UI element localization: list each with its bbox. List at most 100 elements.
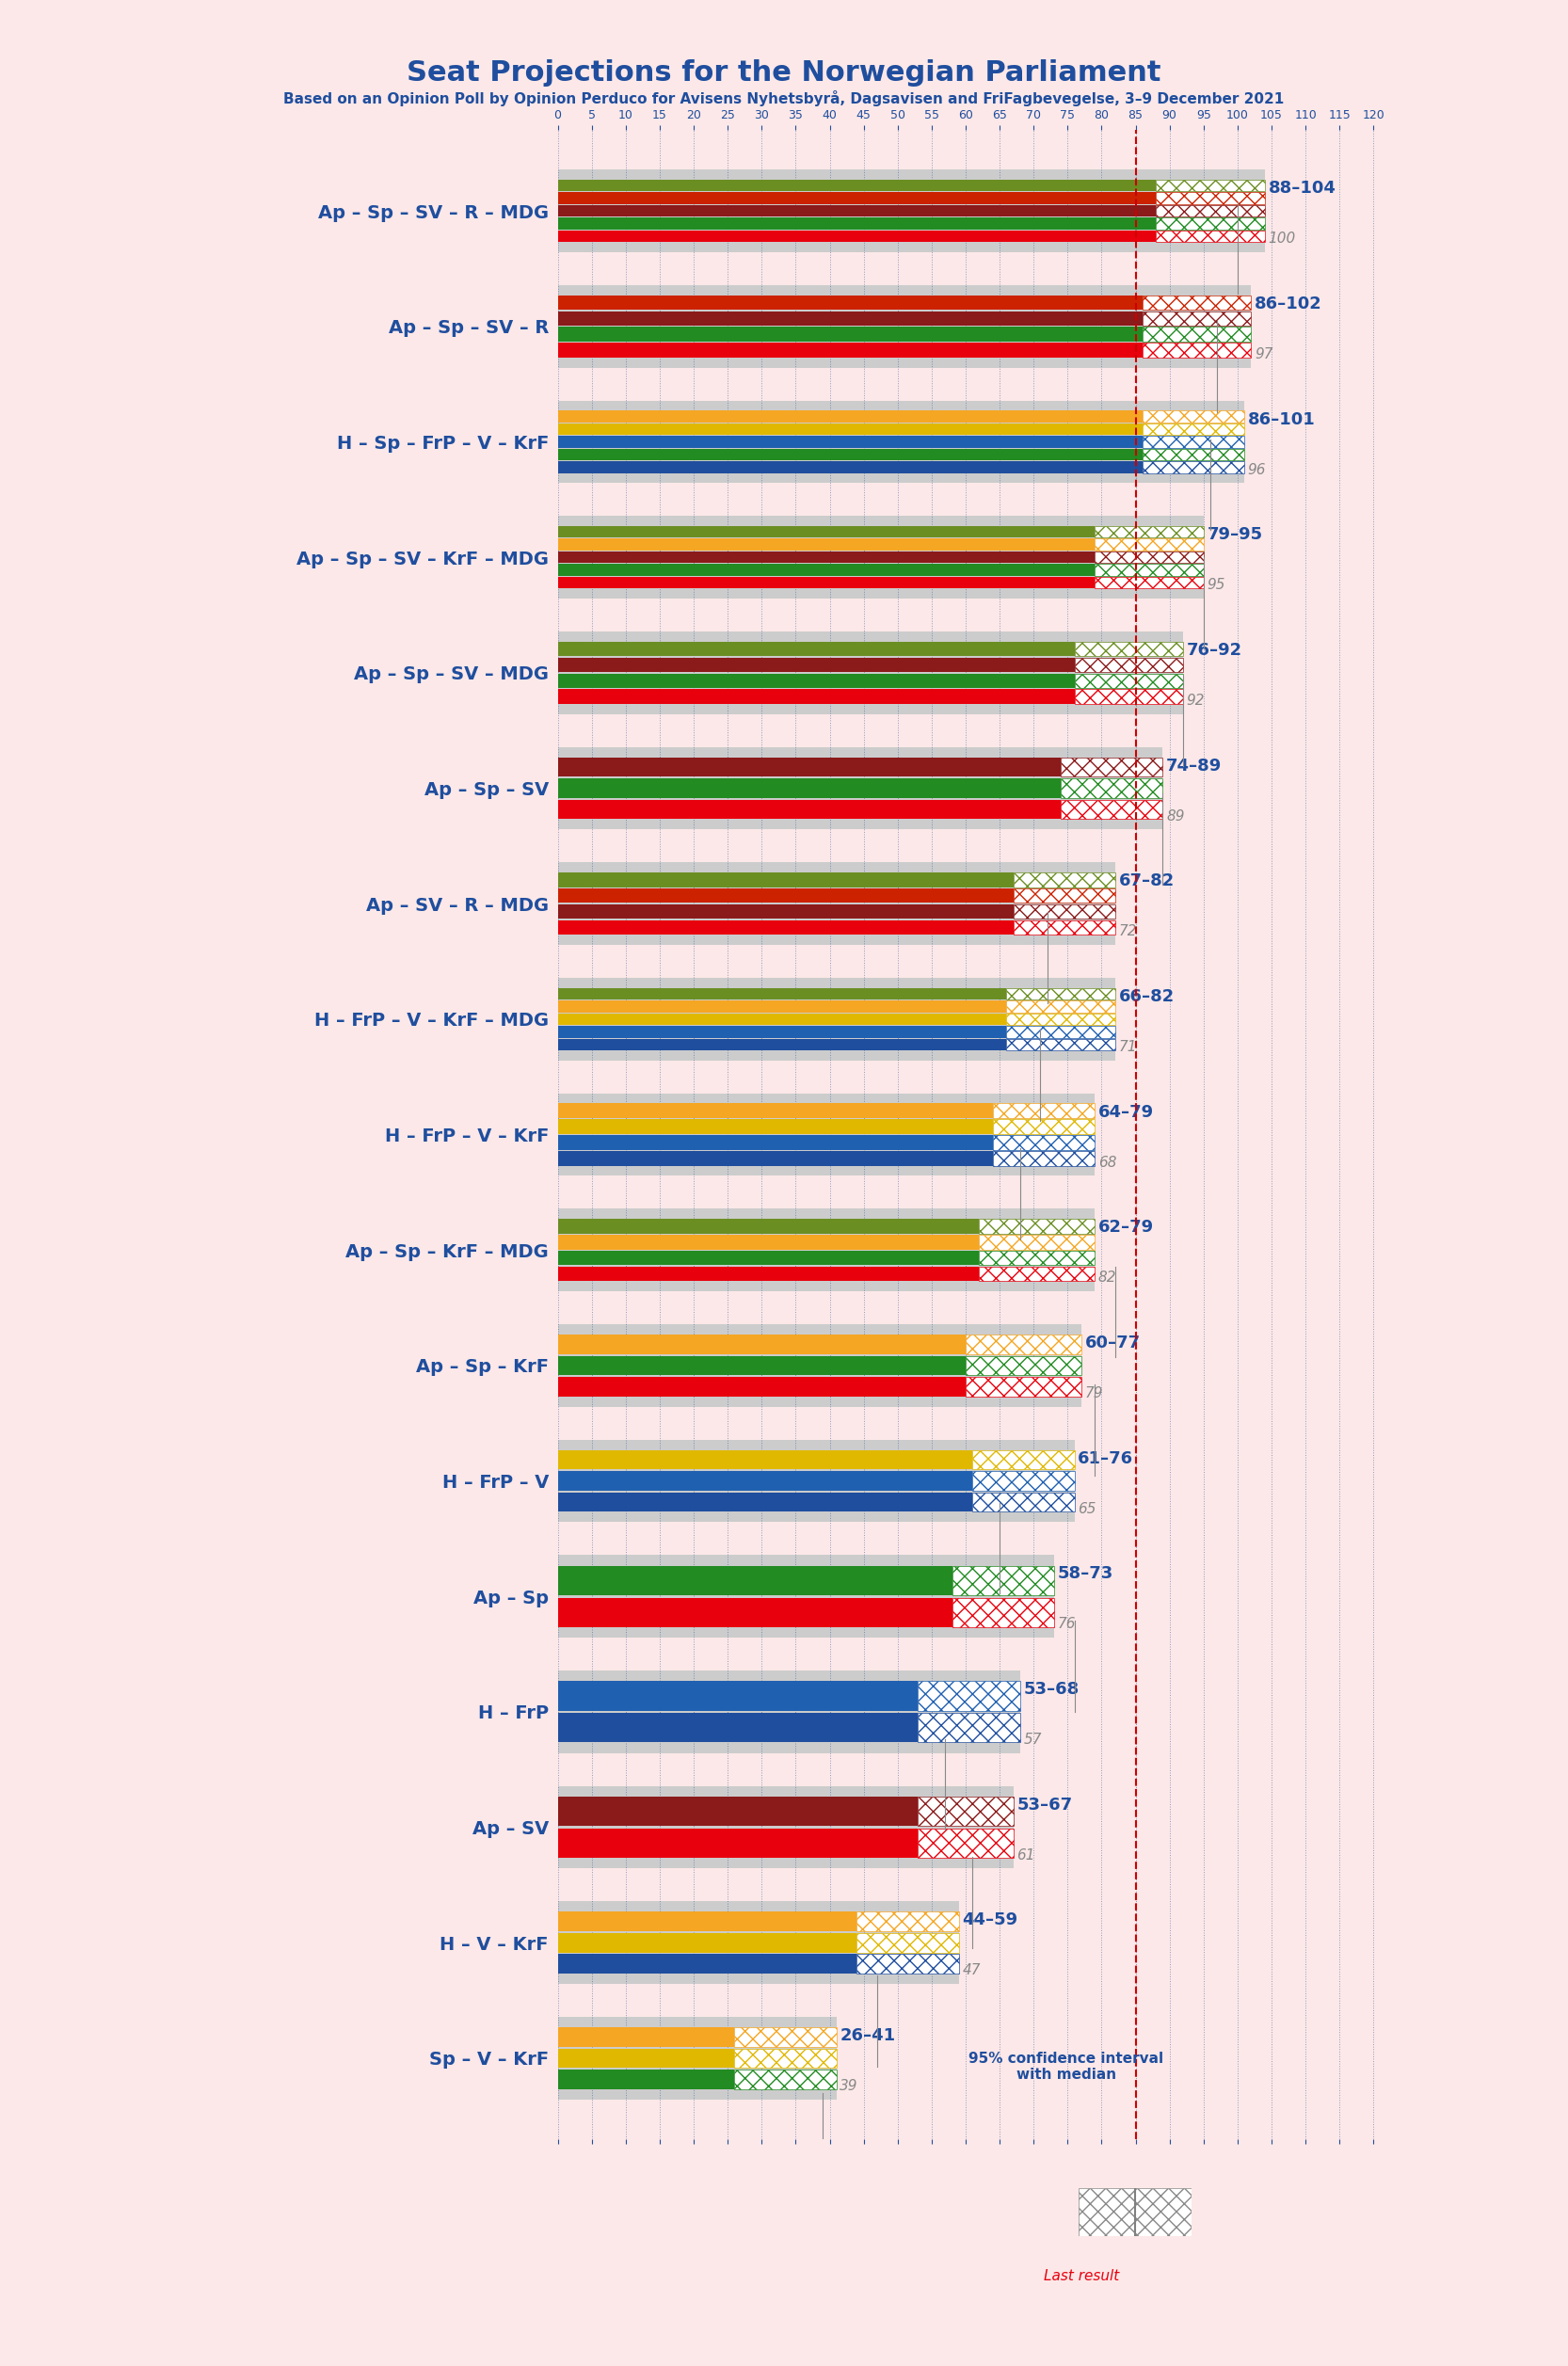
Bar bbox=[1074, 658, 1184, 672]
Bar bbox=[558, 343, 1143, 357]
Text: 86–102: 86–102 bbox=[1254, 296, 1322, 312]
Bar bbox=[980, 1218, 1094, 1233]
Text: 92: 92 bbox=[1187, 693, 1204, 707]
Bar bbox=[1143, 296, 1251, 310]
Bar bbox=[1143, 424, 1245, 435]
Text: 61–76: 61–76 bbox=[1077, 1450, 1134, 1467]
Text: 89: 89 bbox=[1167, 809, 1184, 823]
Bar bbox=[1079, 2189, 1192, 2236]
Bar bbox=[558, 1001, 1007, 1013]
Bar bbox=[558, 1933, 856, 1952]
Bar bbox=[1062, 778, 1163, 797]
Text: 39: 39 bbox=[840, 2080, 858, 2094]
Bar bbox=[558, 424, 1143, 435]
Bar bbox=[558, 1912, 856, 1931]
Bar bbox=[558, 1235, 980, 1249]
Bar bbox=[558, 400, 1245, 483]
Bar bbox=[558, 1093, 1094, 1176]
Bar bbox=[993, 1103, 1094, 1119]
Bar bbox=[1007, 1013, 1115, 1024]
Text: 68: 68 bbox=[1098, 1155, 1116, 1169]
Bar bbox=[1143, 343, 1251, 357]
Text: 58–73: 58–73 bbox=[1057, 1566, 1113, 1583]
Bar bbox=[1156, 192, 1265, 203]
Text: 76: 76 bbox=[1057, 1616, 1076, 1630]
Bar bbox=[558, 218, 1156, 230]
Bar bbox=[558, 1682, 917, 1711]
Text: 82: 82 bbox=[1098, 1271, 1116, 1285]
Bar bbox=[558, 525, 1094, 537]
Bar bbox=[558, 1325, 1082, 1408]
Bar bbox=[558, 286, 1251, 367]
Bar bbox=[558, 461, 1143, 473]
Bar bbox=[993, 1150, 1094, 1166]
Bar bbox=[993, 1119, 1094, 1133]
Bar bbox=[558, 641, 1074, 655]
Bar bbox=[558, 861, 1115, 944]
Bar bbox=[558, 192, 1156, 203]
Bar bbox=[558, 563, 1094, 575]
Bar bbox=[558, 312, 1143, 327]
Bar bbox=[558, 989, 1007, 998]
Text: 53–68: 53–68 bbox=[1024, 1680, 1079, 1699]
Bar bbox=[1013, 904, 1115, 918]
Bar bbox=[558, 1334, 966, 1353]
Bar bbox=[558, 904, 1013, 918]
Bar bbox=[1074, 689, 1184, 703]
Bar bbox=[558, 1119, 993, 1133]
Bar bbox=[558, 2070, 734, 2089]
Bar bbox=[558, 1439, 1074, 1521]
Bar bbox=[558, 1554, 1054, 1637]
Bar bbox=[558, 327, 1143, 341]
Text: 74–89: 74–89 bbox=[1167, 757, 1221, 774]
Bar bbox=[558, 887, 1013, 904]
Bar bbox=[558, 1829, 917, 1857]
Bar bbox=[558, 1266, 980, 1280]
Text: 44–59: 44–59 bbox=[963, 1912, 1018, 1928]
Bar bbox=[980, 1266, 1094, 1280]
Bar bbox=[1143, 461, 1245, 473]
Bar bbox=[952, 1566, 1054, 1595]
Bar bbox=[1007, 989, 1115, 998]
Bar bbox=[558, 977, 1115, 1060]
Bar bbox=[558, 800, 1062, 819]
Bar bbox=[558, 1670, 1021, 1753]
Bar bbox=[1013, 920, 1115, 935]
Bar bbox=[558, 1493, 972, 1512]
Bar bbox=[558, 230, 1156, 241]
Bar bbox=[558, 450, 1143, 461]
Bar bbox=[917, 1796, 1013, 1827]
Bar bbox=[558, 1252, 980, 1266]
Bar bbox=[558, 778, 1062, 797]
Bar bbox=[558, 920, 1013, 935]
Bar bbox=[972, 1472, 1074, 1491]
Bar bbox=[1094, 551, 1204, 563]
Bar bbox=[1156, 218, 1265, 230]
Text: 95: 95 bbox=[1207, 577, 1225, 592]
Bar bbox=[558, 658, 1074, 672]
Text: 57: 57 bbox=[1024, 1732, 1041, 1746]
Bar bbox=[972, 1493, 1074, 1512]
Bar bbox=[1007, 1027, 1115, 1039]
Bar bbox=[734, 2028, 836, 2047]
Text: 47: 47 bbox=[963, 1964, 980, 1978]
Bar bbox=[558, 1796, 917, 1827]
Bar bbox=[1062, 800, 1163, 819]
Bar bbox=[1094, 525, 1204, 537]
Bar bbox=[558, 1103, 993, 1119]
Bar bbox=[558, 674, 1074, 689]
Bar bbox=[1156, 230, 1265, 241]
Bar bbox=[856, 1912, 958, 1931]
Text: 86–101: 86–101 bbox=[1248, 412, 1316, 428]
Text: 26–41: 26–41 bbox=[840, 2028, 895, 2044]
Bar bbox=[558, 539, 1094, 551]
Bar bbox=[558, 1713, 917, 1741]
Bar bbox=[1007, 1039, 1115, 1051]
Text: 79: 79 bbox=[1085, 1386, 1102, 1401]
Bar bbox=[558, 1597, 952, 1628]
Bar bbox=[1074, 674, 1184, 689]
Bar bbox=[1143, 435, 1245, 447]
Bar bbox=[558, 435, 1143, 447]
Bar bbox=[558, 2016, 836, 2099]
Bar bbox=[558, 748, 1163, 830]
